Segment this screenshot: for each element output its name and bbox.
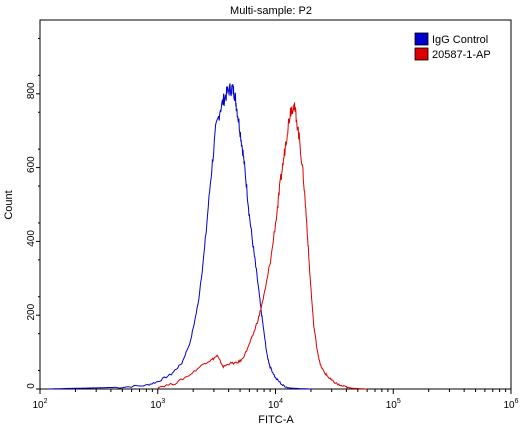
y-tick-label: 400 xyxy=(26,230,37,247)
legend: IgG Control 20587-1-AP xyxy=(414,32,491,61)
legend-label: 20587-1-AP xyxy=(432,49,491,61)
y-tick-label: 0 xyxy=(26,383,37,389)
x-axis: 102 103 104 105 106 xyxy=(32,389,519,411)
series-line-1 xyxy=(49,83,311,390)
y-axis-label: Count xyxy=(3,190,15,219)
series-layer xyxy=(49,83,368,390)
y-axis: 0 200 400 600 800 xyxy=(26,37,40,390)
x-tick-label: 105 xyxy=(386,398,401,411)
x-tick-label: 102 xyxy=(32,398,47,411)
y-tick-label: 600 xyxy=(26,156,37,173)
plot-frame xyxy=(39,19,512,390)
legend-label: IgG Control xyxy=(432,34,488,46)
x-axis-label: FITC-A xyxy=(258,414,294,426)
y-tick-label: 200 xyxy=(26,303,37,320)
y-tick-label: 800 xyxy=(26,82,37,99)
x-tick-label: 103 xyxy=(150,398,165,411)
legend-swatch xyxy=(414,47,429,61)
legend-swatch xyxy=(414,32,429,46)
x-tick-label: 106 xyxy=(503,398,518,411)
chart-title: Multi-sample: P2 xyxy=(230,5,312,17)
series-line-2 xyxy=(157,102,368,390)
x-tick-label: 104 xyxy=(268,398,283,411)
